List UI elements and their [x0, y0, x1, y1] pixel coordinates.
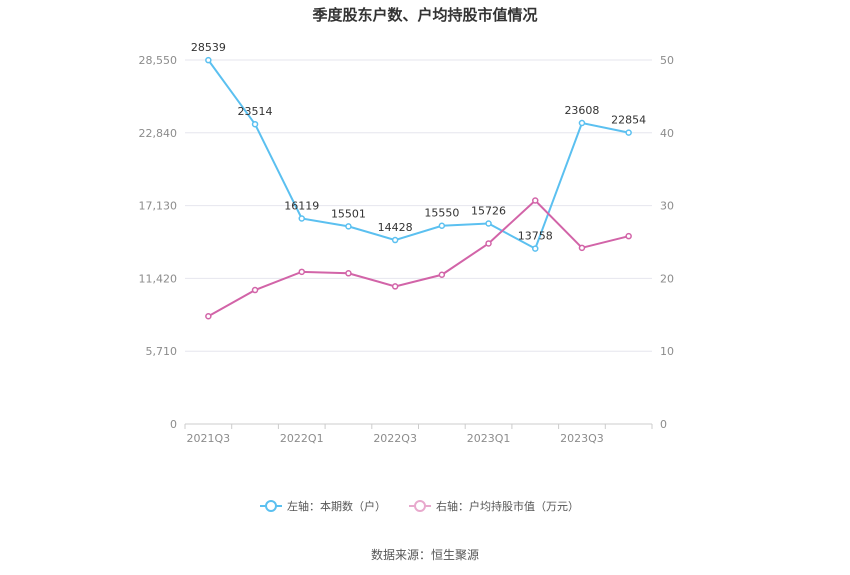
data-point-right[interactable] [485, 240, 492, 247]
right-y-tick-label: 20 [660, 272, 674, 285]
data-point-right[interactable] [532, 197, 539, 204]
data-point-right[interactable] [438, 271, 446, 279]
left-y-tick-label: 5,710 [146, 345, 178, 358]
data-label: 23608 [564, 104, 599, 117]
left-y-tick-label: 17,130 [139, 200, 178, 213]
data-label: 15726 [471, 205, 506, 218]
legend-label-right: 右轴：户均持股市值（万元） [436, 499, 579, 513]
legend-item-right[interactable]: 右轴：户均持股市值（万元） [409, 499, 579, 513]
left-y-tick-label: 28,550 [139, 54, 178, 67]
data-label: 16119 [284, 199, 319, 212]
data-point-right[interactable] [298, 268, 305, 276]
left-y-tick-label: 11,420 [139, 272, 178, 285]
x-tick-label: 2023Q3 [560, 432, 604, 445]
right-y-tick-label: 50 [660, 54, 674, 67]
data-point-left[interactable] [345, 223, 352, 230]
axes: 0 5,710 11,420 17,130 22,840 28,550 0 10 20 30 40 5… [139, 54, 675, 445]
legend-label-left: 左轴：本期数（户） [287, 499, 386, 513]
series: 28539 23514 16119 15501 14428 15550 15726 13758… [191, 41, 646, 320]
data-label: 23514 [238, 105, 273, 118]
left-y-tick-label: 22,840 [139, 127, 178, 140]
x-tick-label: 2022Q1 [280, 432, 324, 445]
left-y-tick-label: 0 [170, 418, 177, 431]
legend: 左轴：本期数（户） 右轴：户均持股市值（万元） [260, 499, 579, 513]
data-point-right[interactable] [625, 232, 632, 240]
grid [185, 59, 652, 425]
data-point-left[interactable] [485, 220, 492, 227]
data-point-left[interactable] [205, 56, 212, 64]
data-point-right[interactable] [391, 283, 399, 290]
source-text: 数据来源：恒生聚源 [371, 547, 479, 562]
series-line-left [207, 59, 629, 251]
right-y-tick-label: 10 [660, 345, 674, 358]
right-y-tick-label: 0 [660, 418, 667, 431]
data-label: 15501 [331, 207, 366, 220]
data-point-left[interactable] [298, 215, 305, 222]
data-label: 28539 [191, 41, 226, 54]
data-point-left[interactable] [391, 236, 399, 244]
x-tick-label: 2021Q3 [187, 432, 231, 445]
data-point-left[interactable] [532, 245, 539, 252]
data-label: 22854 [611, 114, 646, 127]
data-point-left[interactable] [251, 120, 259, 128]
data-point-right[interactable] [345, 270, 352, 277]
data-point-left[interactable] [625, 129, 632, 136]
data-label: 14428 [378, 221, 413, 234]
right-y-tick-label: 30 [660, 200, 674, 213]
data-point-right[interactable] [205, 313, 212, 320]
right-y-tick-label: 40 [660, 127, 674, 140]
data-label: 15550 [424, 207, 459, 220]
legend-item-left[interactable]: 左轴：本期数（户） [260, 499, 386, 513]
x-tick-label: 2022Q3 [373, 432, 417, 445]
data-point-right[interactable] [578, 244, 586, 252]
chart-title: 季度股东户数、户均持股市值情况 [312, 6, 537, 24]
x-tick-label: 2023Q1 [467, 432, 511, 445]
data-point-right[interactable] [251, 286, 259, 294]
data-point-left[interactable] [578, 119, 586, 127]
data-point-left[interactable] [438, 222, 446, 229]
series-line-right [207, 199, 629, 318]
data-label: 13758 [518, 230, 553, 243]
